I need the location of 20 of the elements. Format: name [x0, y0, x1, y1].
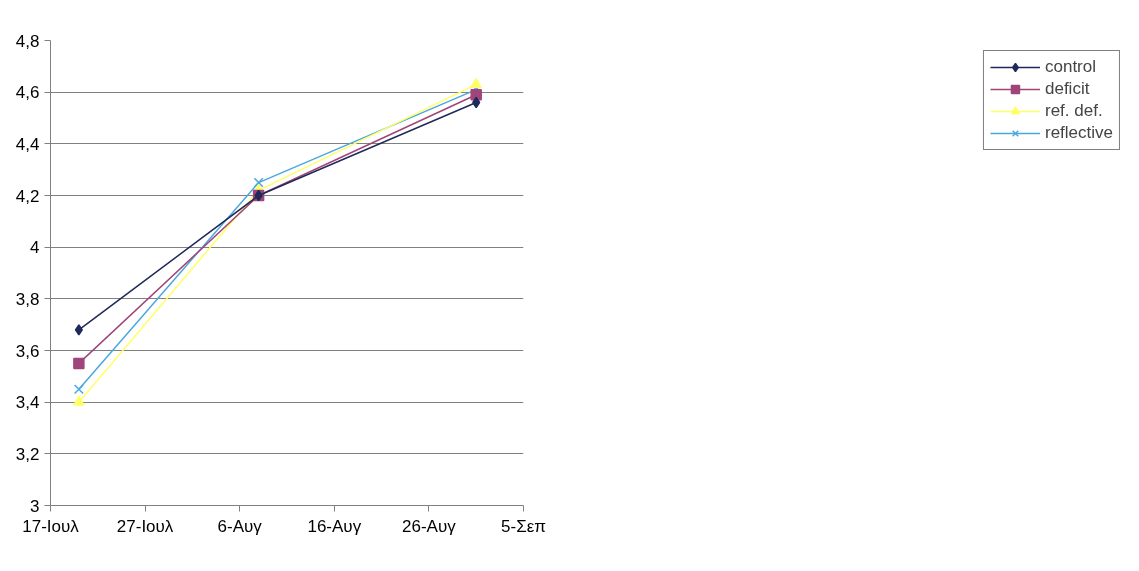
x-tick-label: 27-Ιουλ	[116, 516, 174, 536]
legend-label: control	[1044, 57, 1096, 77]
y-tick-label: 4,8	[15, 31, 40, 51]
y-tick-label: 3,2	[15, 444, 40, 464]
y-tick-label: 4	[30, 238, 40, 258]
legend-label: ref. def.	[1044, 101, 1103, 121]
y-tick-label: 3	[30, 496, 40, 516]
y-tick-label: 3,8	[15, 289, 40, 309]
legend-label: reflective	[1044, 123, 1113, 143]
x-tick-label: 17-Ιουλ	[22, 516, 80, 536]
x-tick-label: 6-Αυγ	[217, 516, 263, 536]
y-tick-label: 3,6	[15, 341, 40, 361]
x-tick-label: 16-Αυγ	[307, 516, 362, 536]
y-tick-label: 4,6	[15, 83, 40, 103]
y-tick-label: 3,4	[15, 393, 40, 413]
x-tick-label: 5-Σεπ	[501, 516, 546, 536]
legend-label: deficit	[1044, 79, 1090, 99]
y-tick-label: 4,4	[15, 134, 40, 154]
y-tick-label: 4,2	[15, 186, 40, 206]
x-tick-label: 26-Αυγ	[402, 516, 457, 536]
